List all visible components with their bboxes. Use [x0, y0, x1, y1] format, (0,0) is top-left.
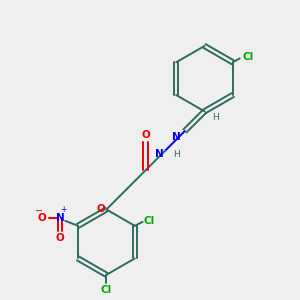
Text: O: O: [97, 204, 105, 214]
Text: Cl: Cl: [144, 216, 155, 226]
Text: −: −: [35, 206, 44, 216]
Text: O: O: [56, 233, 64, 243]
Text: H: H: [212, 113, 219, 122]
Text: Cl: Cl: [101, 285, 112, 295]
Text: N: N: [154, 148, 163, 159]
Text: N: N: [56, 213, 64, 223]
Text: N: N: [172, 132, 181, 142]
Text: O: O: [38, 213, 46, 223]
Text: Cl: Cl: [243, 52, 254, 62]
Text: +: +: [60, 206, 66, 214]
Text: O: O: [141, 130, 150, 140]
Text: H: H: [173, 150, 180, 159]
